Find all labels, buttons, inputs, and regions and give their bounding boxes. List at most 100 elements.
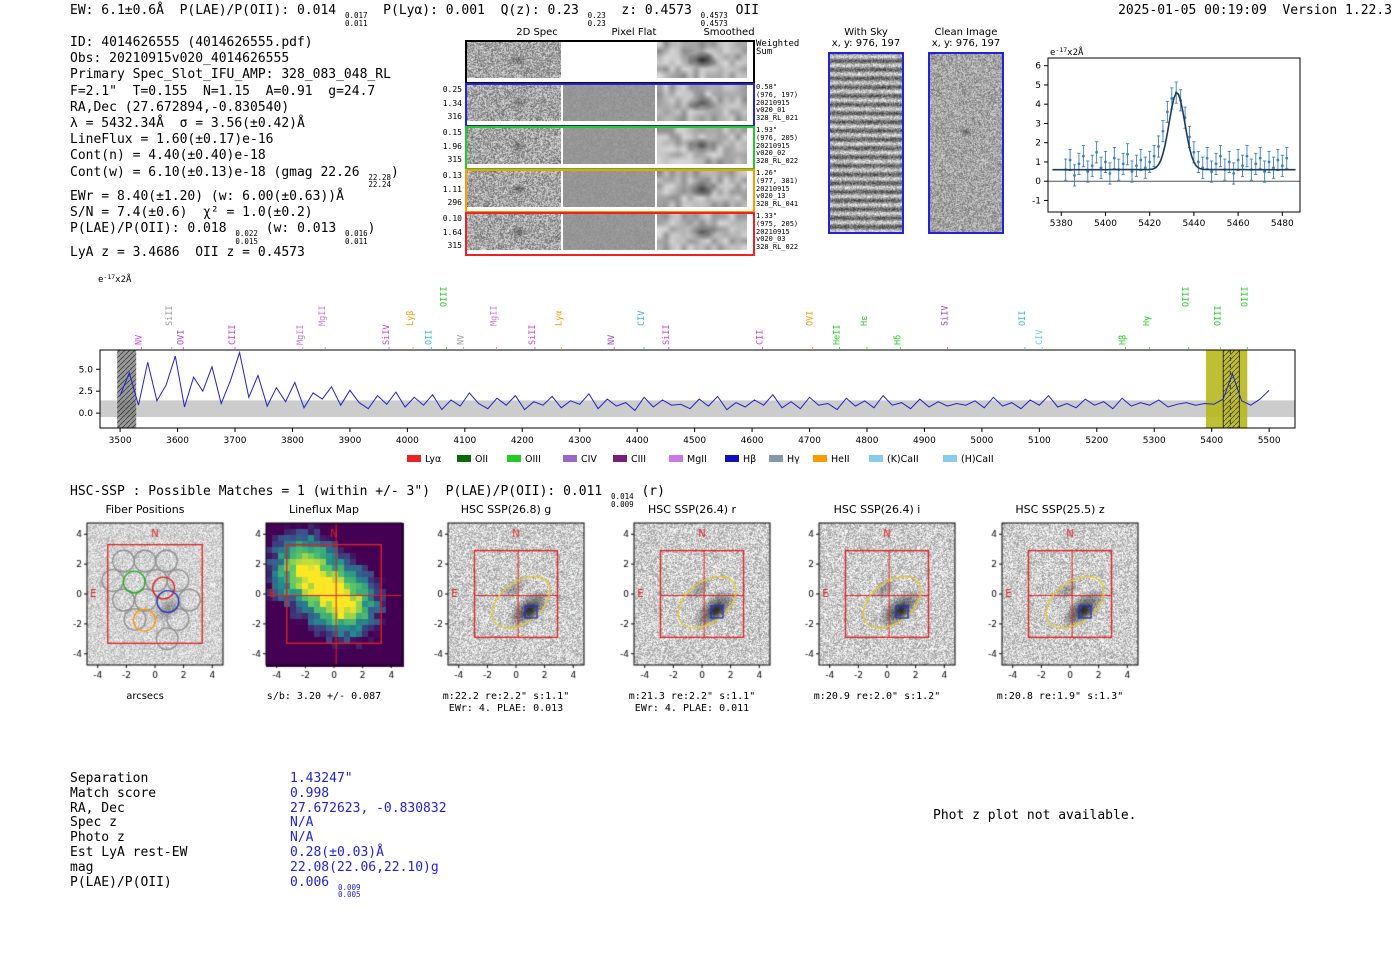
spec2d-row: 0.13 1.11 296 1.26" (977, 381) 20210915 v020_1… bbox=[440, 169, 830, 209]
spec2d-row-left-labels: 0.25 1.34 316 bbox=[440, 85, 462, 121]
summary-row: Photo z N/A bbox=[70, 830, 187, 845]
svg-text:Lyα: Lyα bbox=[554, 311, 564, 326]
spec2d-row-left-labels: 0.10 1.64 315 bbox=[440, 214, 462, 250]
smoothed-image bbox=[657, 42, 747, 78]
summary-row: Match score 0.998 bbox=[70, 786, 187, 801]
svg-text:Hβ: Hβ bbox=[743, 454, 756, 465]
svg-text:HeII: HeII bbox=[831, 454, 850, 465]
svg-text:Hε: Hε bbox=[860, 316, 870, 326]
clean-image bbox=[928, 52, 1004, 234]
svg-text:0: 0 bbox=[1035, 177, 1041, 187]
svg-text:CIII: CIII bbox=[631, 454, 646, 465]
summary-value: 0.28(±0.03)Å bbox=[290, 845, 384, 860]
cutout-image bbox=[418, 519, 594, 691]
spec2d-row: 0.25 1.34 316 0.58" (976, 197) 20210915 v020_0… bbox=[440, 83, 830, 123]
spec2d-image bbox=[467, 42, 561, 78]
svg-text:NV: NV bbox=[457, 335, 467, 345]
cutout-panel-img-5: HSC SSP(25.5) z m:20.8 re:1.9" s:1.3" bbox=[972, 503, 1148, 703]
svg-text:4400: 4400 bbox=[626, 436, 649, 446]
svg-text:2.5: 2.5 bbox=[79, 387, 93, 397]
cutout-caption: EWr: 4. PLAE: 0.013 bbox=[418, 703, 594, 715]
cutout-panel-viridis-1: Lineflux Map s/b: 3.20 +/- 0.087 bbox=[236, 503, 412, 703]
photz-note: Phot z plot not available. bbox=[933, 808, 1137, 824]
spec2d-grid: 2D Spec Pixel Flat Smoothed Weighted Sum 0.2… bbox=[440, 27, 830, 255]
spec2d-col-header: 2D Spec bbox=[497, 27, 577, 38]
cutout-caption: m:20.8 re:1.9" s:1.3" bbox=[972, 691, 1148, 703]
spec2d-row-annotation: 1.33" (975, 205) 20210915 v020_03 328_RL_022 bbox=[756, 213, 820, 252]
svg-text:3500: 3500 bbox=[109, 436, 132, 446]
info-line: LyA z = 3.4686 OII z = 0.4573 bbox=[70, 245, 399, 261]
summary-value: N/A bbox=[290, 830, 313, 845]
spec2d-image bbox=[467, 85, 561, 121]
svg-text:5480: 5480 bbox=[1271, 219, 1294, 229]
with-sky-coords: x, y: 976, 197 bbox=[826, 38, 906, 49]
pixel-flat-image bbox=[563, 42, 655, 78]
summary-value: 1.43247" bbox=[290, 771, 353, 786]
svg-text:CIV: CIV bbox=[581, 454, 597, 465]
svg-text:3: 3 bbox=[1035, 119, 1041, 129]
line-fit-chart: -101234565380 5400 5420 5440 5460 5480e-17x2Å bbox=[1016, 44, 1316, 239]
svg-text:3700: 3700 bbox=[224, 436, 247, 446]
spec2d-row-left-labels: 0.15 1.96 315 bbox=[440, 128, 462, 164]
svg-text:HeII: HeII bbox=[832, 325, 842, 345]
summary-row: Est LyA rest-EW 0.28(±0.03)Å bbox=[70, 845, 187, 860]
svg-text:5: 5 bbox=[1035, 81, 1041, 91]
info-line: Obs: 20210915v020_4014626555 bbox=[70, 51, 399, 67]
summary-label: P(LAE)/P(OII) bbox=[70, 875, 172, 890]
spec2d-row-images bbox=[465, 83, 755, 127]
svg-text:CIV: CIV bbox=[1035, 330, 1045, 345]
svg-text:(K)CaII: (K)CaII bbox=[887, 454, 919, 465]
cutout-panel-img-4: HSC SSP(26.4) i m:20.9 re:2.0" s:1.2" bbox=[789, 503, 965, 703]
cutout-caption: s/b: 3.20 +/- 0.087 bbox=[236, 691, 412, 703]
svg-text:OIII: OIII bbox=[525, 454, 541, 465]
spec2d-image bbox=[467, 128, 561, 164]
svg-text:OVI: OVI bbox=[805, 311, 815, 326]
spec2d-row: Weighted Sum bbox=[440, 40, 830, 80]
svg-text:SiII: SiII bbox=[165, 306, 175, 326]
svg-text:Hγ: Hγ bbox=[787, 454, 800, 465]
spec2d-row-images bbox=[465, 212, 755, 256]
spec2d-row: 0.15 1.96 315 1.93" (976, 205) 20210915 v020_0… bbox=[440, 126, 830, 166]
svg-text:5500: 5500 bbox=[1258, 436, 1281, 446]
clean-image-title: Clean Image bbox=[926, 27, 1006, 38]
info-line: S/N = 7.4(±0.6) χ² = 1.0(±0.2) bbox=[70, 205, 399, 221]
spec2d-row-annotation: 0.58" (976, 197) 20210915 v020_01 328_RL_021 bbox=[756, 84, 820, 123]
svg-text:e-17x2Å: e-17x2Å bbox=[98, 273, 132, 285]
cutout-caption: m:22.2 re:2.2" s:1.1" bbox=[418, 691, 594, 703]
pixel-flat-image bbox=[563, 128, 655, 164]
svg-text:4700: 4700 bbox=[798, 436, 821, 446]
clean-image-panel: Clean Image x, y: 976, 197 bbox=[926, 27, 1006, 234]
pixel-flat-image bbox=[563, 171, 655, 207]
svg-text:4500: 4500 bbox=[683, 436, 706, 446]
svg-text:OIII: OIII bbox=[1182, 287, 1192, 307]
pixel-flat-image bbox=[563, 214, 655, 250]
summary-value: 27.672623, -0.830832 bbox=[290, 801, 447, 816]
summary-label: mag bbox=[70, 860, 93, 875]
cutout-caption: m:20.9 re:2.0" s:1.2" bbox=[789, 691, 965, 703]
summary-value: N/A bbox=[290, 815, 313, 830]
svg-text:SiII: SiII bbox=[662, 325, 672, 345]
full-spectrum-chart: 3500 3600 3700 3800 3900 4000 4100 4200 4300 4400… bbox=[70, 270, 1330, 470]
svg-text:5000: 5000 bbox=[970, 436, 993, 446]
cutout-title: HSC SSP(26.8) g bbox=[418, 503, 594, 519]
clean-image-coords: x, y: 976, 197 bbox=[926, 38, 1006, 49]
svg-text:MgII: MgII bbox=[296, 325, 306, 345]
svg-text:4900: 4900 bbox=[913, 436, 936, 446]
cutout-image bbox=[57, 519, 233, 691]
spec2d-row-images bbox=[465, 126, 755, 170]
cutout-panel-img-2: HSC SSP(26.8) g m:22.2 re:2.2" s:1.1" EWr:… bbox=[418, 503, 594, 714]
summary-label: Photo z bbox=[70, 830, 125, 845]
svg-text:5.0: 5.0 bbox=[79, 365, 94, 375]
svg-text:3800: 3800 bbox=[281, 436, 304, 446]
svg-text:OII: OII bbox=[475, 454, 488, 465]
svg-text:Lyβ: Lyβ bbox=[406, 311, 416, 326]
spec2d-row-left-labels: 0.13 1.11 296 bbox=[440, 171, 462, 207]
cutout-image bbox=[604, 519, 780, 691]
summary-label: Spec z bbox=[70, 815, 117, 830]
cutout-title: HSC SSP(25.5) z bbox=[972, 503, 1148, 519]
cutout-image bbox=[236, 519, 412, 691]
info-line: Cont(w) = 6.10(±0.13)e-18 (gmag 22.26 22… bbox=[70, 165, 399, 189]
svg-text:4000: 4000 bbox=[396, 436, 419, 446]
smoothed-image bbox=[657, 128, 747, 164]
summary-label: Separation bbox=[70, 771, 148, 786]
